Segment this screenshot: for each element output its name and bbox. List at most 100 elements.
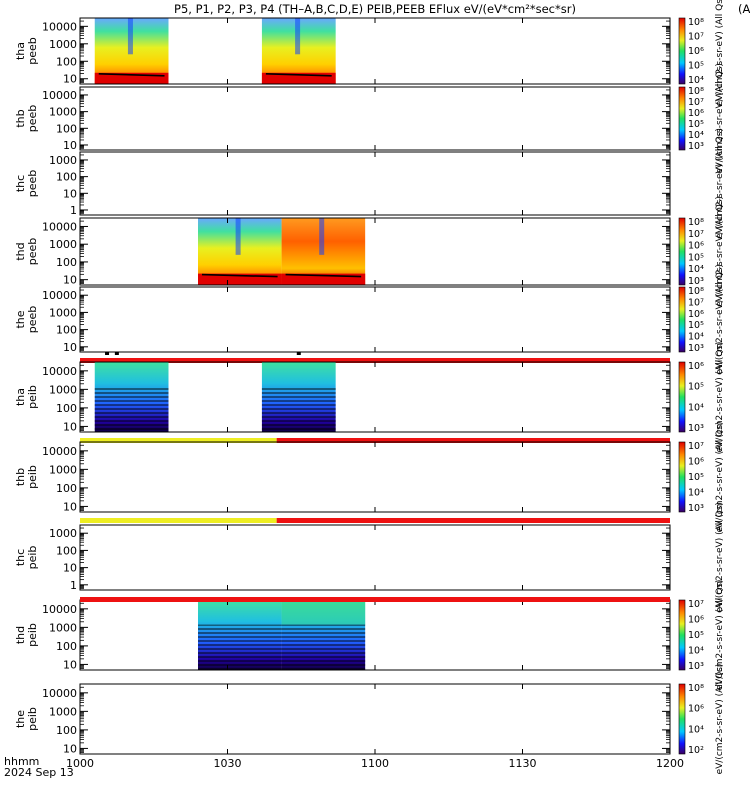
y-tick-label: 1000 (49, 38, 77, 51)
low-energy-band (281, 273, 366, 285)
panel-instrument-label: peib (26, 385, 39, 409)
colorbar (678, 17, 686, 85)
dropout-streak (295, 18, 301, 55)
x-tick-label: 1130 (509, 757, 537, 770)
y-tick-label: 10 (63, 187, 77, 200)
colorbar-tick-label: 10⁵ (688, 119, 704, 130)
colorbar-tick-label: 10² (688, 745, 704, 756)
chart-title-tail: (Al (738, 2, 750, 16)
panel-frame (79, 599, 671, 671)
low-energy-band (198, 273, 282, 285)
colorbar-tick-label: 10⁸ (688, 683, 704, 694)
spectrogram-block-texture (281, 624, 366, 670)
colorbar (678, 86, 686, 151)
y-tick-label: 1000 (49, 238, 77, 251)
colorbar-label: eV/(cm2-s-sr-eV) (All Qs) (715, 422, 725, 533)
colorbar-tick-label: 10⁶ (688, 704, 704, 715)
x-axis-label: hhmm (4, 755, 39, 768)
colorbar (678, 683, 686, 755)
y-tick-label: 100 (56, 55, 77, 68)
spectrogram-block-texture (94, 386, 169, 432)
panel-probe-label: thb (14, 109, 27, 127)
panel-probe-label: thb (14, 468, 27, 486)
y-tick-label: 10 (63, 420, 77, 433)
colorbar-tick-label: 10³ (688, 276, 704, 287)
y-tick-label: 10 (63, 274, 77, 287)
colorbar-tick-label: 10⁵ (688, 630, 704, 641)
spectrogram-block-texture (281, 600, 366, 625)
colorbar-label: eV/(cm2-s-sr-eV) (All Qs) (715, 0, 725, 106)
colorbar-tick-label: 10⁵ (688, 320, 704, 331)
panel-instrument-label: peeb (26, 105, 39, 133)
colorbar-label: eV/(cm2-s-sr-eV) (All Qs) (715, 664, 725, 775)
y-tick-label: 10 (63, 562, 77, 575)
y-tick-label: 10000 (42, 687, 77, 700)
colorbar-tick-label: 10⁷ (688, 599, 704, 610)
panel-probe-label: thc (14, 175, 27, 192)
colorbar-tick-label: 10⁶ (688, 241, 704, 252)
colorbar-tick-label: 10⁸ (688, 17, 704, 28)
y-tick-label: 1000 (49, 463, 77, 476)
flag-bar-segment (80, 358, 670, 363)
colorbar-tick-label: 10⁷ (688, 32, 704, 43)
colorbar-tick-label: 10⁶ (688, 309, 704, 320)
y-tick-label: 10000 (42, 20, 77, 33)
panel-thd-peib: 10 100 1000 10000 thd peib 10³ 10⁴ 10⁵ 10⁶ 10⁷ eV/(… (14, 580, 725, 691)
colorbar-tick-label: 10⁸ (688, 286, 704, 297)
colorbar-tick-label: 10³ (688, 141, 704, 152)
y-tick-label: 10 (63, 500, 77, 513)
x-tick-label: 1030 (214, 757, 242, 770)
panel-instrument-label: peeb (26, 37, 39, 65)
colorbar-tick-label: 10³ (688, 503, 704, 514)
flag-bar-segment (276, 438, 670, 443)
y-tick-label: 10000 (42, 603, 77, 616)
panel-frame (79, 86, 671, 151)
colorbar-label: eV/(cm2-s-sr-eV) (All Qs) (715, 196, 725, 307)
colorbar-tick-label: 10⁴ (688, 724, 704, 735)
y-tick-label: 100 (56, 402, 77, 415)
panel-probe-label: thd (14, 626, 27, 644)
colorbar-tick-label: 10⁴ (688, 402, 704, 413)
y-tick-label: 100 (56, 482, 77, 495)
colorbar-tick-label: 10³ (688, 423, 704, 434)
y-tick-label: 1000 (49, 705, 77, 718)
potential-trace (265, 72, 332, 77)
colorbar (678, 217, 686, 286)
panel-probe-label: thc (14, 549, 27, 566)
low-energy-band (261, 72, 336, 84)
colorbar (678, 361, 686, 433)
colorbar-tick-label: 10⁷ (688, 97, 704, 108)
y-tick-label: 100 (56, 171, 77, 184)
panel-frame (79, 524, 671, 591)
colorbar-tick-label: 10⁸ (688, 217, 704, 228)
panel-frame (79, 683, 671, 755)
flag-bar-segment (80, 518, 277, 523)
panel-thc-peeb: 1 10 100 1000 thc peeb eV/(cm2-s-sr-eV) (All Q… (14, 128, 725, 239)
panel-instrument-label: peib (26, 707, 39, 731)
panel-instrument-label: peib (26, 465, 39, 489)
y-tick-label: 100 (56, 122, 77, 135)
potential-trace (201, 273, 278, 278)
potential-trace (285, 273, 362, 278)
panel-the-peib: 10 100 1000 10000 the peib 10² 10⁴ 10⁶ 10⁸ eV/(cm2… (14, 664, 725, 775)
potential-trace (98, 72, 165, 77)
dropout-streak (127, 18, 133, 55)
y-tick-label: 10000 (42, 220, 77, 233)
colorbar-tick-label: 10⁷ (688, 441, 704, 452)
dropout-streak (235, 218, 241, 255)
colorbar-label: eV/(cm2-s-sr-eV) (All Qs) (715, 580, 725, 691)
dropout-streak (319, 218, 325, 255)
y-tick-label: 100 (56, 640, 77, 653)
y-tick-label: 100 (56, 256, 77, 269)
y-tick-label: 1 (70, 204, 77, 217)
y-tick-label: 1000 (49, 527, 77, 540)
colorbar-tick-label: 10⁶ (688, 457, 704, 468)
panel-instrument-label: peib (26, 623, 39, 647)
colorbar-tick-label: 10⁷ (688, 229, 704, 240)
colorbar-tick-label: 10⁴ (688, 332, 704, 343)
x-axis-date: 2024 Sep 13 (4, 766, 74, 779)
colorbar-tick-label: 10⁷ (688, 297, 704, 308)
